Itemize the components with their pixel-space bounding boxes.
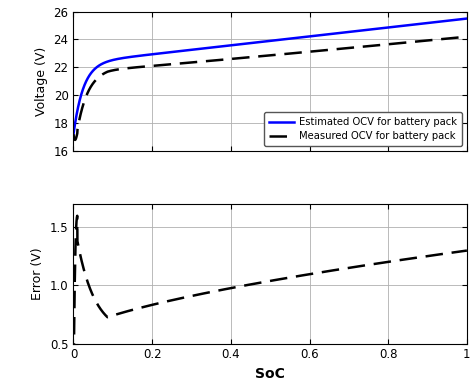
Measured OCV for battery pack [239, 56, 245, 60]
Y-axis label: Voltage (V): Voltage (V) [35, 47, 48, 116]
Estimated OCV for battery pack [414, 22, 419, 27]
X-axis label: SoC: SoC [255, 367, 285, 381]
Measured OCV for battery pack [139, 64, 145, 69]
Line: Estimated OCV for battery pack: Estimated OCV for battery pack [73, 19, 467, 134]
Y-axis label: Error (V): Error (V) [31, 247, 45, 300]
Estimated OCV for battery pack [238, 42, 244, 46]
Measured OCV for battery pack [116, 67, 121, 72]
Estimated OCV for battery pack [221, 44, 227, 48]
Measured OCV for battery pack [464, 34, 470, 39]
Measured OCV for battery pack [72, 137, 78, 142]
Estimated OCV for battery pack [139, 53, 145, 58]
Measured OCV for battery pack [456, 35, 462, 40]
Measured OCV for battery pack [222, 57, 228, 62]
Line: Measured OCV for battery pack: Measured OCV for battery pack [73, 37, 467, 140]
Measured OCV for battery pack [71, 132, 76, 137]
Estimated OCV for battery pack [71, 132, 76, 137]
Estimated OCV for battery pack [456, 17, 462, 22]
Estimated OCV for battery pack [464, 16, 470, 21]
Measured OCV for battery pack [414, 39, 420, 44]
Legend: Estimated OCV for battery pack, Measured OCV for battery pack: Estimated OCV for battery pack, Measured… [264, 112, 462, 146]
Estimated OCV for battery pack [116, 56, 121, 61]
